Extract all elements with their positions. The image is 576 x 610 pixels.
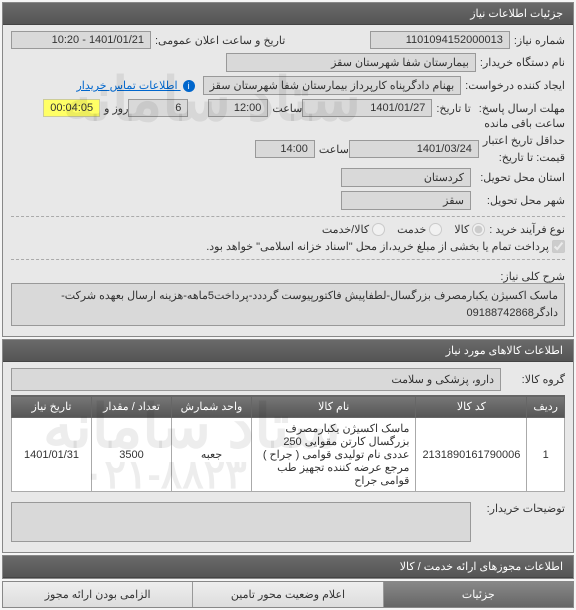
cell-idx: 1 [527,418,565,492]
province-label: استان محل تحویل: [475,171,565,184]
radio-both-input [372,223,385,236]
validity-date: 1401/03/24 [349,140,479,158]
goods-panel: اطلاعات کالاهای مورد نیاز ستاد سامانه ۰۲… [2,339,574,553]
contact-link-text: اطلاعات تماس خریدار [77,80,178,92]
desc-label: شرح کلی نیاز: [485,266,565,283]
notes-label: توضیحات خریدار: [475,498,565,515]
items-header-row: ردیف کد کالا نام کالا واحد شمارش تعداد /… [12,396,565,418]
row-payment-note: پرداخت تمام یا بخشی از مبلغ خرید،از محل … [11,240,565,253]
reply-time: 12:00 [208,99,268,117]
creator-value: بهنام دادگرپناه کارپرداز بیمارستان شفا ش… [203,76,462,95]
validity-label: حداقل تاریخ اعتبار [483,134,565,147]
countdown-label: ساعت باقی مانده [484,117,565,130]
desc-value: ماسک اکسیژن یکبارمصرف بزرگسال-لطفاپیش فا… [11,283,565,326]
city-value: سقز [341,191,471,210]
type-label: نوع فرآیند خرید : [489,223,565,236]
row-reply-deadline: مهلت ارسال پاسخ: تا تاریخ: 1401/01/27 سا… [11,99,565,130]
radio-service-input [429,223,442,236]
cell-unit: جعبه [172,418,252,492]
city-label: شهر محل تحویل: [475,194,565,207]
reply-label: مهلت ارسال پاسخ: [479,102,565,115]
radio-both-label: کالا/خدمت [322,223,369,236]
reply-until-label: تا تاریخ: [436,102,470,115]
radio-both[interactable]: کالا/خدمت [322,223,385,236]
radio-service[interactable]: خدمت [397,223,442,236]
reply-days: 6 [128,99,188,117]
announce-label: تاریخ و ساعت اعلان عمومی: [155,34,285,47]
reply-time-label: ساعت [272,102,302,115]
need-info-panel: جزئیات اطلاعات نیاز ستاد سامانه شماره نی… [2,2,574,337]
permits-panel: اطلاعات مجوزهای ارائه خدمت / کالا [2,555,574,579]
goods-header: اطلاعات کالاهای مورد نیاز [3,340,573,362]
footer-col-status[interactable]: اعلام وضعیت محور تامین [192,582,382,607]
validity-sub: قیمت: تا تاریخ: [499,151,565,164]
row-city: شهر محل تحویل: سقز [11,191,565,210]
validity-time-label: ساعت [319,143,349,156]
col-qty: تعداد / مقدار [92,396,172,418]
cell-qty: 3500 [92,418,172,492]
radio-goods[interactable]: کالا [454,223,485,236]
radio-goods-label: کالا [454,223,469,236]
footer-col-details[interactable]: جزئیات [383,582,573,607]
reply-days-label: روز و [104,102,128,115]
col-name: نام کالا [252,396,416,418]
separator-1 [11,216,565,217]
panel-body: ستاد سامانه شماره نیاز: 1101094152000013… [3,25,573,336]
payment-checkbox [552,240,565,253]
footer-col-mandatory[interactable]: الزامی بودن ارائه مجوز [3,582,192,607]
radio-goods-input [472,223,485,236]
footer-tabs: جزئیات اعلام وضعیت محور تامین الزامی بود… [2,581,574,608]
payment-note-text: پرداخت تمام یا بخشی از مبلغ خرید،از محل … [206,240,549,253]
items-table: ردیف کد کالا نام کالا واحد شمارش تعداد /… [11,395,565,492]
announce-value: 1401/01/21 - 10:20 [11,31,151,49]
row-purchase-type: نوع فرآیند خرید : کالا خدمت کالا/خدمت [11,223,565,236]
payment-check[interactable]: پرداخت تمام یا بخشی از مبلغ خرید،از محل … [206,240,565,253]
col-row: ردیف [527,396,565,418]
table-row: 1 2131890161790006 ماسک اکسیژن یکبارمصرف… [12,418,565,492]
cell-code: 2131890161790006 [416,418,527,492]
radio-service-label: خدمت [397,223,426,236]
buyer-value: بیمارستان شفا شهرستان سقز [226,53,476,72]
separator-2 [11,259,565,260]
need-number-label: شماره نیاز: [514,34,565,47]
validity-time: 14:00 [255,140,315,158]
reply-date: 1401/01/27 [302,99,432,117]
countdown-timer: 00:04:05 [43,99,100,117]
col-date: تاریخ نیاز [12,396,92,418]
cell-name: ماسک اکسیژن یکبارمصرف بزرگسال کارتن مقوا… [252,418,416,492]
permits-header: اطلاعات مجوزهای ارائه خدمت / کالا [3,556,573,578]
cell-date: 1401/01/31 [12,418,92,492]
col-unit: واحد شمارش [172,396,252,418]
buyer-label: نام دستگاه خریدار: [480,56,565,69]
row-province: استان محل تحویل: کردستان [11,168,565,187]
info-icon: i [183,80,195,92]
province-value: کردستان [341,168,471,187]
col-code: کد کالا [416,396,527,418]
panel-title: جزئیات اطلاعات نیاز [3,3,573,25]
notes-field [11,502,471,542]
buyer-contact-link[interactable]: i اطلاعات تماس خریدار [77,79,195,92]
row-buyer-notes: توضیحات خریدار: [11,498,565,542]
row-description: شرح کلی نیاز: ماسک اکسیژن یکبارمصرف بزرگ… [11,266,565,326]
creator-label: ایجاد کننده درخواست: [465,79,565,92]
row-need-number: شماره نیاز: 1101094152000013 تاریخ و ساع… [11,31,565,49]
row-buyer: نام دستگاه خریدار: بیمارستان شفا شهرستان… [11,53,565,72]
type-radio-group: کالا خدمت کالا/خدمت [322,223,485,236]
group-value: دارو، پزشکی و سلامت [11,368,501,391]
row-goods-group: گروه کالا: دارو، پزشکی و سلامت [11,368,565,391]
row-validity: حداقل تاریخ اعتبار قیمت: تا تاریخ: 1401/… [11,134,565,164]
row-creator: ایجاد کننده درخواست: بهنام دادگرپناه کار… [11,76,565,95]
goods-body: ستاد سامانه ۰۲۱-۸۸۲۳ گروه کالا: دارو، پز… [3,362,573,552]
group-label: گروه کالا: [505,373,565,386]
need-number-value: 1101094152000013 [370,31,510,49]
